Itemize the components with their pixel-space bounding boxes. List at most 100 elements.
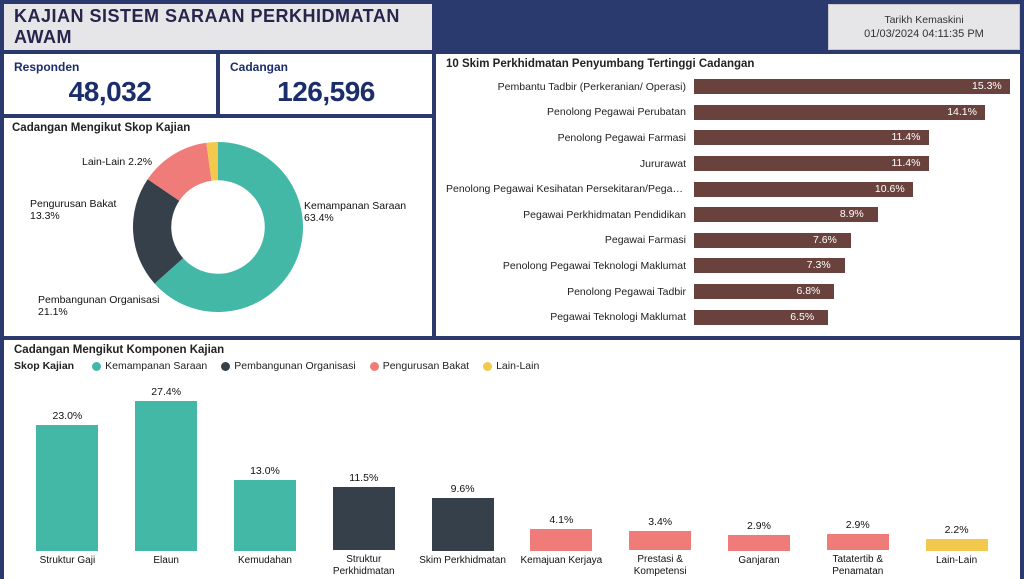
hbar-value: 6.8% — [790, 284, 820, 299]
vbar-card: Cadangan Mengikut Komponen Kajian Skop K… — [4, 340, 1020, 579]
vbar-column: 23.0% Struktur Gaji — [19, 410, 115, 577]
vbar-column: 4.1% Kemajuan Kerjaya — [513, 514, 609, 577]
vbar-value: 2.9% — [747, 520, 771, 532]
hbar-row: Penolong Pegawai Perubatan 14.1% — [446, 101, 1010, 123]
donut-label: Kemampanan Saraan63.4% — [304, 200, 406, 224]
vbar-value: 23.0% — [53, 410, 83, 422]
hbar-row: Penolong Pegawai Kesihatan Persekitaran/… — [446, 178, 1010, 200]
vbar-value: 3.4% — [648, 516, 672, 528]
legend-title: Skop Kajian — [14, 360, 74, 372]
hbar-label: Penolong Pegawai Kesihatan Persekitaran/… — [446, 183, 694, 195]
vbar-category: Elaun — [153, 555, 179, 577]
page-title: KAJIAN SISTEM SARAAN PERKHIDMATAN AWAM — [14, 6, 422, 48]
vbar-bar[interactable] — [36, 425, 98, 551]
vbar-category: Struktur Gaji — [40, 555, 96, 577]
hbar-value: 15.3% — [966, 79, 1002, 94]
vbar-column: 27.4% Elaun — [118, 386, 214, 577]
vbar-bar[interactable] — [333, 487, 395, 550]
hbar-row: Penolong Pegawai Tadbir6.8% — [446, 281, 1010, 303]
page-title-bar: KAJIAN SISTEM SARAAN PERKHIDMATAN AWAM — [4, 4, 432, 50]
vbar-bar[interactable] — [926, 539, 988, 551]
vbar-column: 3.4%Prestasi &Kompetensi — [612, 516, 708, 577]
hbar-label: Pegawai Teknologi Maklumat — [446, 311, 694, 323]
vbar-value: 4.1% — [549, 514, 573, 526]
legend-swatch — [370, 362, 379, 371]
timestamp-label: Tarikh Kemaskini — [884, 14, 963, 26]
hbar-label: Jururawat — [446, 158, 694, 170]
hbar-row: Penolong Pegawai Farmasi 11.4% — [446, 127, 1010, 149]
vbar-bar[interactable] — [234, 480, 296, 551]
hbar-card: 10 Skim Perkhidmatan Penyumbang Tertingg… — [436, 54, 1020, 336]
hbar-row: Pegawai Teknologi Maklumat 6.5% — [446, 306, 1010, 328]
legend-label: Pengurusan Bakat — [383, 360, 469, 372]
vbar-value: 11.5% — [349, 472, 378, 484]
vbar-category: Kemajuan Kerjaya — [521, 555, 603, 577]
hbar-label: Penolong Pegawai Farmasi — [446, 132, 694, 144]
kpi-cadangan: Cadangan 126,596 — [220, 54, 432, 114]
vbar-bar[interactable] — [530, 529, 592, 551]
donut-label: Lain-Lain 2.2% — [82, 156, 152, 168]
vbar-legend: Skop Kajian Kemampanan Saraan Pembangunan… — [14, 360, 1010, 372]
vbar-category: Tatatertib &Penamatan — [832, 554, 883, 577]
timestamp-value: 01/03/2024 04:11:35 PM — [864, 28, 984, 40]
hbar-value: 7.3% — [801, 258, 831, 273]
hbar-title: 10 Skim Perkhidmatan Penyumbang Tertingg… — [446, 58, 1010, 70]
hbar-row: Pembantu Tadbir (Perkeranian/ Operasi)15… — [446, 76, 1010, 98]
vbar-value: 13.0% — [250, 465, 280, 477]
vbar-category: Skim Perkhidmatan — [419, 555, 506, 577]
kpi-cadangan-value: 126,596 — [277, 76, 375, 108]
vbar-bar[interactable] — [629, 531, 691, 550]
hbar-chart: Pembantu Tadbir (Perkeranian/ Operasi)15… — [446, 70, 1010, 330]
vbar-value: 2.2% — [945, 524, 969, 536]
vbar-bar[interactable] — [135, 401, 197, 551]
hbar-value: 10.6% — [869, 182, 905, 197]
legend-label: Kemampanan Saraan — [105, 360, 207, 372]
hbar-row: Jururawat 11.4% — [446, 153, 1010, 175]
hbar-bar[interactable] — [694, 79, 1010, 94]
donut-label: Pembangunan Organisasi21.1% — [38, 294, 159, 318]
kpi-cadangan-label: Cadangan — [230, 60, 422, 74]
vbar-column: 13.0% Kemudahan — [217, 465, 313, 577]
hbar-value: 8.9% — [834, 207, 864, 222]
hbar-value: 11.4% — [885, 130, 920, 145]
hbar-label: Pegawai Farmasi — [446, 234, 694, 246]
vbar-category: StrukturPerkhidmatan — [333, 554, 395, 577]
vbar-bar[interactable] — [728, 535, 790, 551]
legend-swatch — [92, 362, 101, 371]
legend-label: Pembangunan Organisasi — [234, 360, 355, 372]
hbar-value: 11.4% — [885, 156, 920, 171]
legend-item[interactable]: Pembangunan Organisasi — [221, 360, 355, 372]
vbar-bar[interactable] — [827, 534, 889, 550]
hbar-label: Penolong Pegawai Perubatan — [446, 106, 694, 118]
hbar-value: 7.6% — [807, 233, 837, 248]
vbar-category: Kemudahan — [238, 555, 292, 577]
vbar-category: Lain-Lain — [936, 555, 977, 577]
hbar-value: 6.5% — [784, 310, 814, 325]
vbar-column: 2.2% Lain-Lain — [909, 524, 1005, 577]
vbar-category: Ganjaran — [738, 555, 779, 577]
legend-swatch — [221, 362, 230, 371]
vbar-value: 27.4% — [151, 386, 181, 398]
kpi-responden-value: 48,032 — [69, 76, 152, 108]
hbar-label: Pegawai Perkhidmatan Pendidikan — [446, 209, 694, 221]
vbar-value: 9.6% — [451, 483, 475, 495]
legend-item[interactable]: Pengurusan Bakat — [370, 360, 469, 372]
donut-card: Cadangan Mengikut Skop Kajian Kemampanan… — [4, 118, 432, 336]
legend-item[interactable]: Lain-Lain — [483, 360, 539, 372]
donut-chart — [133, 142, 303, 312]
hbar-row: Pegawai Farmasi 7.6% — [446, 229, 1010, 251]
hbar-value: 14.1% — [941, 105, 977, 120]
vbar-bar[interactable] — [432, 498, 494, 551]
hbar-row: Penolong Pegawai Teknologi Maklumat7.3% — [446, 255, 1010, 277]
legend-item[interactable]: Kemampanan Saraan — [92, 360, 207, 372]
timestamp-card: Tarikh Kemaskini 01/03/2024 04:11:35 PM — [828, 4, 1020, 50]
vbar-value: 2.9% — [846, 519, 870, 531]
vbar-column: 2.9% Tatatertib &Penamatan — [810, 519, 906, 577]
vbar-column: 2.9% Ganjaran — [711, 520, 807, 577]
vbar-chart: 23.0% Struktur Gaji 27.4% Elaun 13.0% Kemudah… — [14, 374, 1010, 577]
kpi-responden-label: Responden — [14, 60, 206, 74]
vbar-column: 9.6% Skim Perkhidmatan — [415, 483, 511, 577]
donut-title: Cadangan Mengikut Skop Kajian — [12, 122, 424, 134]
kpi-responden: Responden 48,032 — [4, 54, 216, 114]
vbar-title: Cadangan Mengikut Komponen Kajian — [14, 344, 1010, 356]
